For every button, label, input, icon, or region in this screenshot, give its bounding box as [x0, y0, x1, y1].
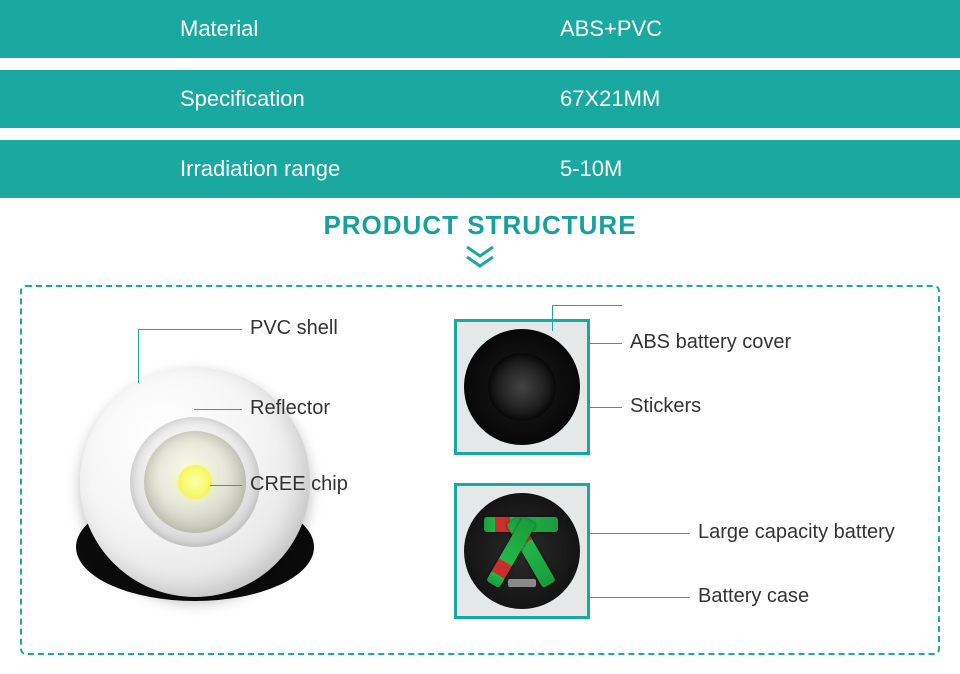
leader-line: [590, 343, 622, 344]
leader-line: [138, 329, 242, 330]
leader-line: [552, 305, 553, 331]
callout-pvc-shell: PVC shell: [250, 317, 338, 340]
leader-line: [590, 533, 690, 534]
callout-large-capacity-battery: Large capacity battery: [698, 521, 895, 544]
chevron-down-icon: [0, 245, 960, 271]
product-back-cover-tile: [454, 319, 590, 455]
callout-stickers: Stickers: [630, 395, 701, 418]
spec-table: Material ABS+PVC Specification 67X21MM I…: [0, 0, 960, 198]
spec-value: ABS+PVC: [560, 16, 960, 42]
product-structure-diagram: PVC shell Reflector CREE chip ABS batter…: [20, 285, 940, 655]
spec-label: Irradiation range: [180, 156, 560, 182]
leader-line: [138, 329, 139, 383]
callout-cree-chip: CREE chip: [250, 473, 348, 496]
leader-line: [210, 485, 242, 486]
spec-value: 67X21MM: [560, 86, 960, 112]
leader-line: [590, 407, 622, 408]
spec-label: Material: [180, 16, 560, 42]
leader-line: [590, 597, 690, 598]
product-battery-compartment-tile: [454, 483, 590, 619]
callout-abs-battery-cover: ABS battery cover: [630, 331, 791, 354]
callout-reflector: Reflector: [250, 397, 330, 420]
spec-value: 5-10M: [560, 156, 960, 182]
spec-row-material: Material ABS+PVC: [0, 0, 960, 58]
section-title: PRODUCT STRUCTURE: [0, 210, 960, 241]
spec-row-irradiation: Irradiation range 5-10M: [0, 140, 960, 198]
spec-row-specification: Specification 67X21MM: [0, 70, 960, 128]
leader-line: [194, 409, 242, 410]
callout-battery-case: Battery case: [698, 585, 809, 608]
spec-label: Specification: [180, 86, 560, 112]
leader-line: [552, 305, 622, 306]
